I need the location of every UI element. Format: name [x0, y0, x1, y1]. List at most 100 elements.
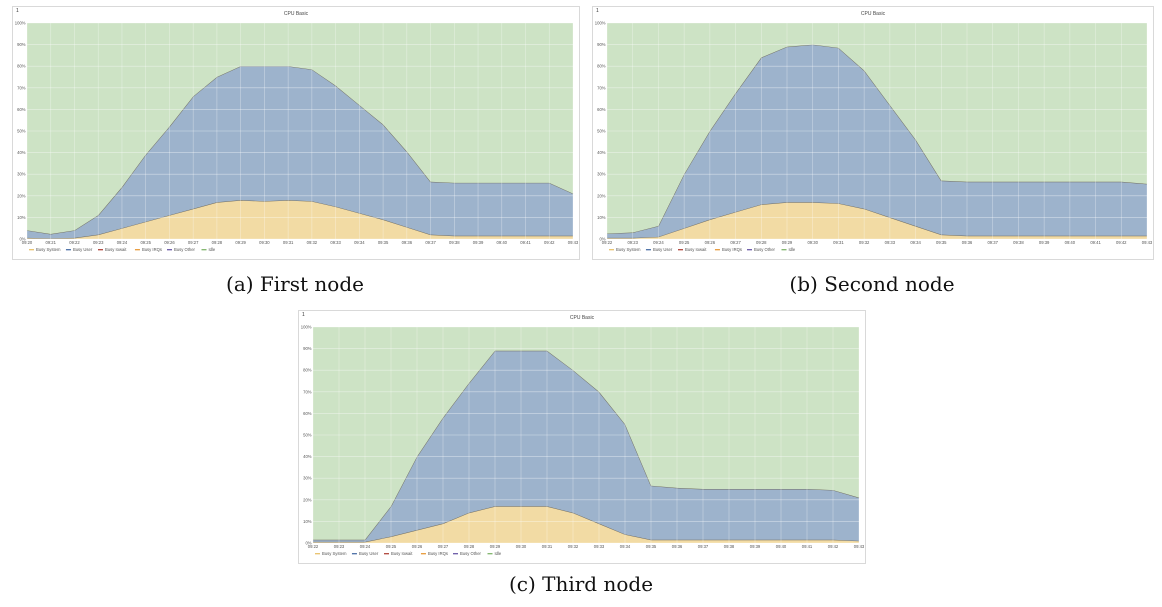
panel-second-node: 1 CPU Basic 0% 10% 20% 30% 40% 50% 60% 70% 80% 90%…: [592, 6, 1154, 260]
legend-entry: Busy User: [359, 551, 379, 556]
y-tick-label: 60%: [597, 107, 606, 112]
legend-entry: Busy Other: [460, 551, 482, 556]
x-tick-label: 09:30: [516, 544, 527, 549]
x-tick-label: 09:26: [412, 544, 423, 549]
x-tick-label: 09:33: [885, 240, 896, 245]
y-tick-label: 80%: [597, 64, 606, 69]
x-tick-label: 09:42: [544, 240, 555, 245]
x-tick-label: 09:36: [962, 240, 973, 245]
y-tick-label: 90%: [17, 42, 26, 47]
panel-corner-label: 1: [596, 8, 599, 14]
cpu-chart-first-node: CPU Basic 0% 10% 20% 30% 40% 50% 60% 70% 80% 90% 10…: [15, 11, 579, 252]
x-tick-label: 09:24: [653, 240, 664, 245]
legend-entry: Busy Iowait: [685, 247, 707, 252]
x-tick-label: 09:35: [646, 544, 657, 549]
area-busy-user: [27, 66, 573, 239]
x-tick-label: 09:42: [828, 544, 839, 549]
y-tick-label: 10%: [303, 519, 312, 524]
y-tick-label: 100%: [301, 325, 312, 330]
y-tick-label: 20%: [597, 193, 606, 198]
area-busy-user: [607, 44, 1147, 238]
panel-corner-label: 1: [302, 312, 305, 318]
x-tick-label: 09:21: [45, 240, 56, 245]
x-tick-label: 09:37: [698, 544, 709, 549]
legend-entry: Busy Other: [174, 247, 196, 252]
x-tick-label: 09:40: [1065, 240, 1076, 245]
x-tick-label: 09:41: [1090, 240, 1101, 245]
y-tick-label: 70%: [597, 85, 606, 90]
x-tick-label: 09:35: [378, 240, 389, 245]
x-tick-label: 09:36: [672, 544, 683, 549]
legend-entry: Busy IRQs: [428, 551, 448, 556]
legend-entry: Busy System: [322, 551, 347, 556]
y-tick-label: 0%: [305, 541, 311, 546]
x-tick-label: 09:34: [910, 240, 921, 245]
x-tick-label: 09:32: [859, 240, 870, 245]
y-tick-label: 10%: [597, 215, 606, 220]
x-tick-label: 09:34: [620, 544, 631, 549]
x-tick-label: 09:22: [69, 240, 80, 245]
x-tick-label: 09:40: [776, 544, 787, 549]
x-tick-label: 09:30: [259, 240, 270, 245]
y-tick-label: 20%: [17, 193, 26, 198]
x-tick-label: 09:22: [308, 544, 319, 549]
x-tick-label: 09:38: [449, 240, 460, 245]
x-tick-label: 09:29: [490, 544, 501, 549]
x-tick-label: 09:26: [164, 240, 175, 245]
x-tick-label: 09:31: [542, 544, 553, 549]
legend-entry: Busy Iowait: [391, 551, 413, 556]
x-tick-label: 09:23: [627, 240, 638, 245]
chart-title: CPU Basic: [570, 315, 595, 321]
x-tick-label: 09:25: [679, 240, 690, 245]
x-tick-label: 09:37: [987, 240, 998, 245]
x-tick-label: 09:27: [438, 544, 449, 549]
y-tick-label: 50%: [17, 129, 26, 134]
x-tick-label: 09:41: [802, 544, 813, 549]
x-tick-label: 09:37: [425, 240, 436, 245]
x-tick-label: 09:25: [386, 544, 397, 549]
area-busy-system: [607, 202, 1147, 239]
x-tick-label: 09:40: [497, 240, 508, 245]
legend-entry: Busy User: [653, 247, 673, 252]
area-idle: [27, 23, 573, 235]
caption-second-node: (b) Second node: [789, 272, 955, 296]
area-idle: [313, 327, 859, 540]
y-tick-label: 60%: [303, 411, 312, 416]
x-tick-label: 09:31: [833, 240, 844, 245]
legend-entry: Busy System: [36, 247, 61, 252]
x-tick-label: 09:23: [334, 544, 345, 549]
y-tick-label: 70%: [303, 389, 312, 394]
y-tick-label: 100%: [15, 21, 26, 26]
x-tick-label: 09:28: [756, 240, 767, 245]
area-busy-system: [27, 200, 573, 239]
y-tick-label: 30%: [17, 172, 26, 177]
legend-entry: Busy IRQs: [142, 247, 162, 252]
x-tick-label: 09:33: [330, 240, 341, 245]
x-tick-label: 09:42: [1116, 240, 1127, 245]
x-tick-label: 09:36: [402, 240, 413, 245]
y-tick-label: 30%: [597, 172, 606, 177]
x-tick-label: 09:32: [307, 240, 318, 245]
x-tick-label: 09:20: [22, 240, 33, 245]
y-tick-label: 100%: [595, 21, 606, 26]
y-tick-label: 70%: [17, 85, 26, 90]
y-tick-label: 0%: [19, 237, 25, 242]
x-tick-label: 09:25: [140, 240, 151, 245]
y-tick-label: 80%: [17, 64, 26, 69]
area-busy-user: [313, 350, 859, 542]
legend-entry: Busy IRQs: [722, 247, 742, 252]
y-tick-label: 40%: [17, 150, 26, 155]
y-tick-label: 40%: [597, 150, 606, 155]
x-tick-label: 09:28: [464, 544, 475, 549]
y-tick-label: 90%: [303, 346, 312, 351]
x-tick-label: 09:43: [568, 240, 579, 245]
caption-third-node: (c) Third node: [508, 572, 654, 596]
y-tick-label: 60%: [17, 107, 26, 112]
x-tick-label: 09:27: [188, 240, 199, 245]
y-tick-label: 10%: [17, 215, 26, 220]
x-tick-label: 09:38: [1013, 240, 1024, 245]
area-idle: [607, 23, 1147, 234]
x-tick-label: 09:30: [807, 240, 818, 245]
x-tick-label: 09:28: [212, 240, 223, 245]
chart-title: CPU Basic: [284, 11, 309, 17]
